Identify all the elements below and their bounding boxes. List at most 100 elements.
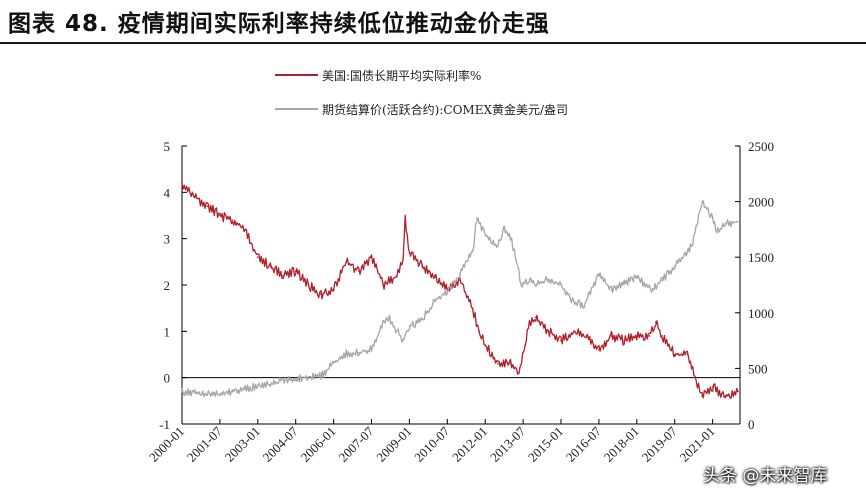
series-point (307, 284, 310, 286)
series-point (650, 289, 653, 292)
series-point (459, 273, 461, 275)
right-tick-label: 0 (748, 417, 755, 432)
series-point (269, 265, 272, 268)
series-point (383, 320, 385, 323)
left-tick-label: 5 (164, 139, 171, 154)
series-point (524, 344, 527, 347)
series-point (509, 236, 512, 238)
real-rate-series (181, 182, 739, 400)
left-tick-label: 4 (164, 185, 171, 200)
series-line (181, 182, 739, 400)
series-point (585, 335, 588, 337)
series-point (686, 249, 689, 252)
series-point (528, 321, 531, 323)
source-watermark: 头条 @未来智库 (703, 466, 828, 486)
series-point (623, 283, 625, 285)
series-point (383, 284, 385, 286)
series-point (231, 390, 234, 393)
series-point (572, 330, 575, 333)
series-point (478, 330, 480, 333)
series-point (358, 270, 360, 272)
series-point (690, 367, 693, 370)
series-point (402, 339, 404, 342)
series-point (701, 200, 703, 203)
series-point (219, 214, 221, 217)
series-point (534, 284, 537, 286)
right-tick-label: 2000 (748, 195, 774, 210)
series-point (206, 393, 209, 396)
x-tick-label: 2003-01 (222, 424, 263, 465)
left-tick-label: -1 (159, 417, 170, 432)
series-point (661, 279, 663, 282)
series-point (257, 256, 259, 259)
series-point (636, 335, 638, 337)
series-point (345, 353, 348, 355)
series-point (294, 378, 297, 381)
series-point (528, 278, 531, 281)
x-tick-label: 2021-01 (676, 424, 717, 465)
left-tick-label: 3 (164, 232, 171, 247)
series-point (560, 339, 562, 342)
series-point (345, 261, 348, 263)
series-point (673, 353, 676, 356)
series-point (294, 270, 297, 272)
series-point (181, 182, 183, 184)
series-point (332, 288, 335, 291)
series-point (459, 279, 461, 282)
left-tick-label: 0 (164, 371, 171, 386)
x-tick-label: 2010-07 (411, 423, 453, 465)
series-point (654, 321, 657, 323)
series-point (673, 265, 676, 267)
x-tick-label: 2012-01 (449, 424, 490, 465)
series-point (534, 316, 537, 319)
series-point (610, 289, 613, 292)
x-tick-label: 2016-07 (563, 423, 605, 465)
series-point (547, 278, 550, 281)
series-point (598, 349, 600, 351)
x-tick-label: 2015-01 (525, 424, 566, 465)
series-point (358, 352, 360, 354)
series-point (509, 362, 512, 365)
series-point (269, 383, 272, 386)
series-point (370, 348, 373, 351)
series-point (690, 245, 693, 247)
series-point (181, 390, 183, 393)
legend-label: 美国:国债长期平均实际利率% (322, 68, 481, 83)
series-point (497, 245, 499, 247)
series-point (387, 316, 390, 319)
series-point (446, 289, 449, 292)
title-divider (0, 42, 866, 44)
series-point (518, 372, 520, 374)
series-point (503, 228, 505, 231)
figure-title: 图表 48. 疫情期间实际利率持续低位推动金价走强 (8, 11, 550, 37)
right-tick-label: 1500 (748, 250, 774, 265)
series-point (282, 274, 284, 277)
series-point (404, 219, 407, 221)
x-tick-label: 2001-07 (184, 423, 226, 465)
x-tick-label: 2006-01 (297, 424, 338, 465)
series-point (332, 362, 335, 364)
legend-item-gold: 期货结算价(活跃合约):COMEX黄金美元/盎司 (275, 102, 568, 117)
chart-legend: 美国:国债长期平均实际利率% 期货结算价(活跃合约):COMEX黄金美元/盎司 (275, 68, 568, 117)
series-point (724, 223, 727, 225)
series-point (193, 196, 196, 198)
series-point (471, 307, 474, 309)
x-tick-label: 2019-07 (639, 423, 681, 465)
right-tick-label: 1000 (748, 306, 774, 321)
x-tick-label: 2007-07 (335, 423, 377, 465)
series-point (598, 273, 600, 275)
series-point (433, 274, 436, 277)
series-point (307, 375, 310, 378)
series-point (610, 335, 613, 337)
chart-axes: 543210-1250020001500100050002000-012001-… (146, 139, 774, 465)
series-point (661, 335, 663, 337)
right-tick-label: 500 (748, 361, 768, 376)
series-point (421, 318, 423, 321)
series-point (395, 274, 398, 277)
series-point (737, 220, 739, 223)
series-point (572, 300, 575, 303)
series-point (497, 362, 499, 365)
legend-label: 期货结算价(活跃合约):COMEX黄金美元/盎司 (322, 102, 568, 117)
series-point (484, 234, 487, 236)
series-point (219, 393, 221, 395)
